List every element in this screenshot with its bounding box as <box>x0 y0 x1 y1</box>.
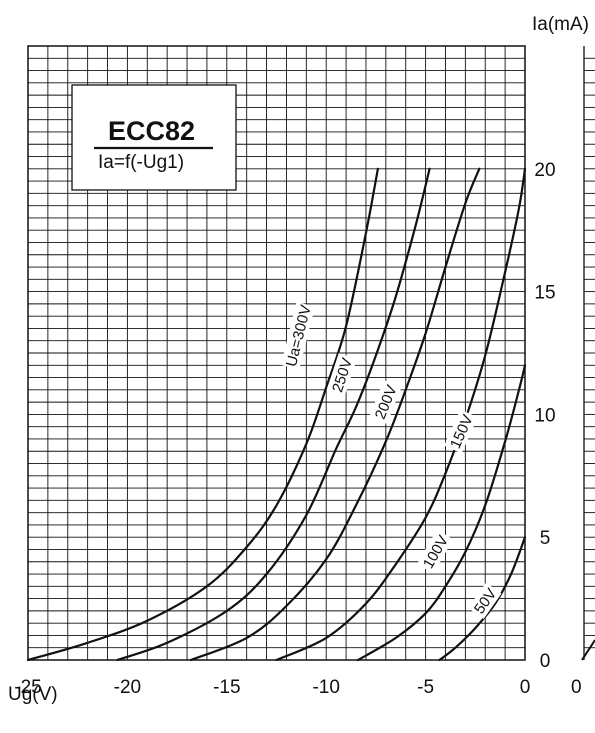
chart-subtitle: Ia=f(-Ug1) <box>98 152 184 173</box>
x-tick-label: -25 <box>14 677 41 698</box>
curve-0 <box>26 167 379 662</box>
second-plot-zero-label: 0 <box>571 677 582 698</box>
curve-label-background <box>444 409 478 454</box>
curve-label-background <box>468 582 502 620</box>
second-plot-curve-stub <box>581 639 595 661</box>
curve-3 <box>275 167 527 662</box>
y-axis-label: Ia(mA) <box>532 14 589 35</box>
x-tick-labels: -25 -20 -15 -10 -5 0 <box>14 677 530 698</box>
y-tick-label: 5 <box>540 528 551 549</box>
y-tick-label: 10 <box>534 405 555 426</box>
title-box: ECC82 Ia=f(-Ug1) <box>71 84 237 191</box>
curve-2 <box>189 167 481 662</box>
curve-1 <box>116 167 431 662</box>
y-tick-label: 20 <box>534 160 555 181</box>
curve-label-background <box>326 353 357 397</box>
x-tick-label: 0 <box>520 677 531 698</box>
x-tick-label: -20 <box>114 677 141 698</box>
curve-label-background <box>369 379 402 424</box>
curve-label-text: Ua=300V <box>283 303 315 368</box>
x-tick-label: -15 <box>213 677 240 698</box>
curve-5 <box>438 536 527 662</box>
curve-label-background <box>280 301 315 370</box>
curve-label-0: Ua=300V <box>280 301 315 370</box>
curve-label-4: 100V <box>416 529 454 574</box>
y-tick-label: 0 <box>540 651 551 672</box>
x-tick-label: -10 <box>312 677 339 698</box>
y-tick-label: 15 <box>534 283 555 304</box>
curve-label-background <box>416 529 454 574</box>
second-plot-edge <box>581 46 595 661</box>
curves <box>26 167 527 662</box>
x-axis-label: Ug(V) <box>8 684 58 705</box>
y-tick-labels: 0 5 10 15 20 <box>534 160 555 672</box>
chart-title: ECC82 <box>108 116 195 146</box>
curve-label-text: 250V <box>329 356 356 395</box>
curve-label-3: 150V <box>444 409 478 454</box>
x-tick-label: -5 <box>417 677 434 698</box>
curve-4 <box>356 364 527 662</box>
